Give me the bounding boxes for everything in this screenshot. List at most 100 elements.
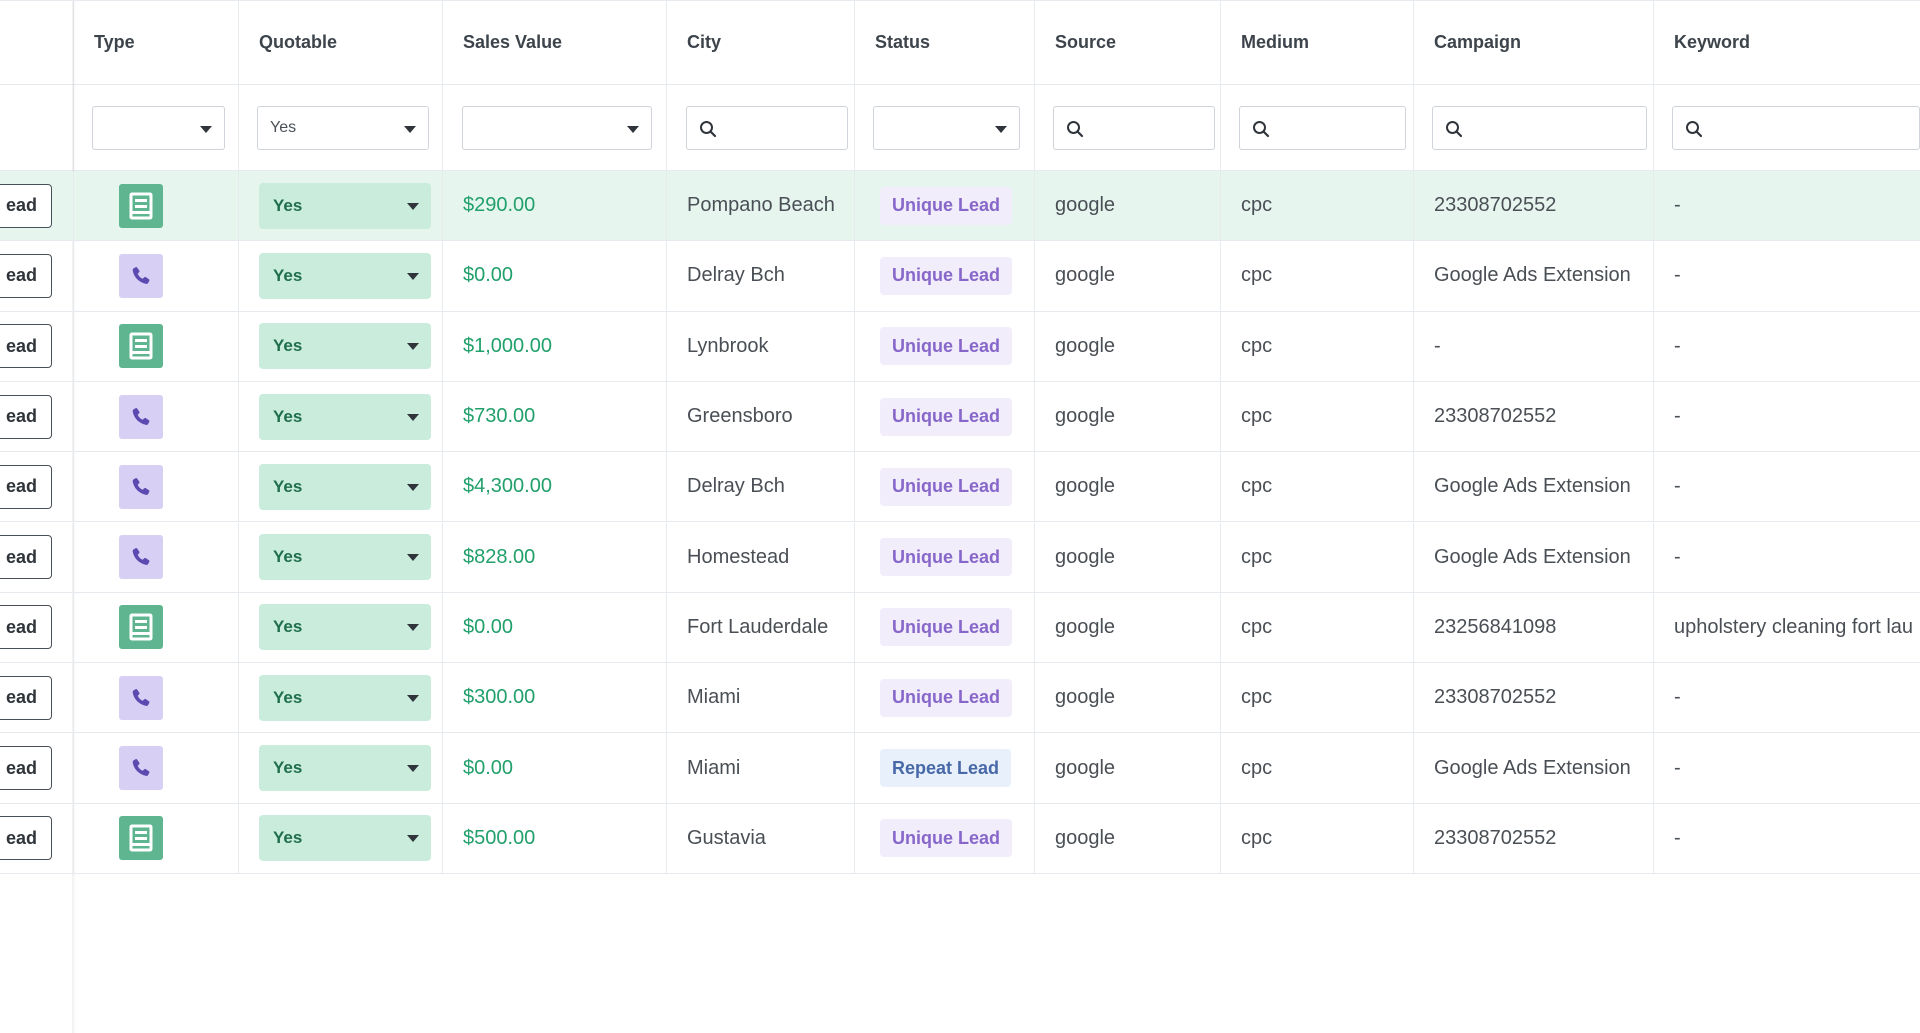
cell-city: Homestead — [667, 522, 855, 592]
cell-keyword: - — [1654, 663, 1920, 732]
table-header-row: Type Quotable Sales Value City Status So… — [0, 1, 1920, 85]
cell-city: Greensboro — [667, 381, 855, 452]
cell-city: Gustavia — [667, 803, 855, 873]
table-row[interactable]: ead Yes $290.00 Pompano Beach Unique Lead goo… — [0, 171, 1920, 242]
quotable-select[interactable]: Yes — [259, 604, 431, 651]
header-type[interactable]: Type — [74, 1, 239, 84]
header-quotable[interactable]: Quotable — [239, 1, 443, 84]
cell-quotable: Yes — [239, 452, 443, 522]
quotable-select[interactable]: Yes — [259, 745, 431, 792]
quotable-select[interactable]: Yes — [259, 463, 431, 510]
cell-medium: cpc — [1221, 171, 1414, 241]
quotable-select[interactable]: Yes — [259, 674, 431, 721]
quotable-select[interactable]: Yes — [259, 182, 431, 229]
header-keyword[interactable]: Keyword — [1654, 1, 1920, 84]
lead-button[interactable]: ead — [0, 464, 52, 509]
cell-quotable: Yes — [239, 803, 443, 873]
cell-campaign: 23308702552 — [1414, 803, 1654, 873]
cell-campaign: Google Ads Extension — [1414, 452, 1654, 522]
quotable-select[interactable]: Yes — [259, 534, 431, 581]
campaign-text: 23308702552 — [1434, 686, 1557, 709]
cell-source: google — [1035, 241, 1221, 311]
cell-quotable: Yes — [239, 733, 443, 803]
cell-medium: cpc — [1221, 522, 1414, 592]
quotable-select[interactable]: Yes — [259, 393, 431, 440]
cell-status: Unique Lead — [855, 592, 1035, 663]
cell-source: google — [1035, 663, 1221, 733]
lead-button[interactable]: ead — [0, 394, 52, 439]
table-row[interactable]: ead Yes $300.00 Miami Unique Lead google cpc 23… — [0, 663, 1920, 734]
cell-source: google — [1035, 803, 1221, 873]
medium-search-input[interactable] — [1239, 105, 1406, 150]
lead-button[interactable]: ead — [0, 183, 52, 228]
quotable-select[interactable]: Yes — [259, 252, 431, 299]
lead-button[interactable]: ead — [0, 605, 52, 650]
lead-button[interactable]: ead — [0, 675, 52, 720]
type-filter-select[interactable] — [92, 105, 225, 150]
campaign-search-input[interactable] — [1432, 105, 1647, 150]
table-row[interactable]: ead Yes $0.00 Miami Repeat Lead google cpc Goog… — [0, 733, 1920, 804]
header-sales-value[interactable]: Sales Value — [443, 1, 667, 84]
quotable-filter-select[interactable]: Yes — [257, 105, 429, 150]
header-campaign[interactable]: Campaign — [1414, 1, 1654, 84]
cell-keyword: upholstery cleaning fort lau — [1654, 593, 1920, 662]
status-filter-select[interactable] — [873, 105, 1020, 150]
sales-value-text: $1,000.00 — [463, 334, 552, 357]
cell-source: google — [1035, 381, 1221, 452]
table-row[interactable]: ead Yes $0.00 Delray Bch Unique Lead google cp… — [0, 241, 1920, 312]
table-row[interactable]: ead Yes $500.00 Gustavia Unique Lead google cp… — [0, 803, 1920, 874]
cell-source: google — [1035, 452, 1221, 522]
sales-value-text: $4,300.00 — [463, 475, 552, 498]
table-row[interactable]: ead Yes $4,300.00 Delray Bch Unique Lead goog… — [0, 452, 1920, 523]
keyword-search-input[interactable] — [1672, 105, 1920, 150]
table-row[interactable]: ead Yes $0.00 Fort Lauderdale Unique Lead goo… — [0, 592, 1920, 664]
city-text: Delray Bch — [687, 264, 785, 287]
header-city-label: City — [687, 32, 722, 52]
cell-campaign: Google Ads Extension — [1414, 733, 1654, 803]
medium-text: cpc — [1241, 194, 1273, 217]
cell-medium: cpc — [1221, 452, 1414, 522]
quotable-select[interactable]: Yes — [259, 323, 431, 370]
lead-button[interactable]: ead — [0, 746, 52, 791]
campaign-text: 23308702552 — [1434, 194, 1557, 217]
filter-cell-keyword — [1654, 85, 1920, 170]
cell-quotable: Yes — [239, 663, 443, 733]
cell-quotable: Yes — [239, 311, 443, 381]
header-type-label: Type — [94, 32, 135, 52]
status-badge: Unique Lead — [880, 256, 1013, 295]
lead-button[interactable]: ead — [0, 535, 52, 580]
cell-action: ead — [0, 241, 74, 311]
table-row[interactable]: ead Yes $1,000.00 Lynbrook Unique Lead google… — [0, 311, 1920, 382]
phone-icon — [119, 675, 163, 720]
cell-status: Unique Lead — [855, 522, 1035, 592]
cell-keyword: - — [1654, 523, 1920, 592]
cell-city: Pompano Beach — [667, 171, 855, 241]
status-badge: Repeat Lead — [880, 749, 1012, 788]
chevron-down-icon — [407, 694, 419, 702]
phone-icon — [119, 535, 163, 580]
cell-status: Unique Lead — [855, 803, 1035, 873]
table-row[interactable]: ead Yes $730.00 Greensboro Unique Lead google… — [0, 381, 1920, 453]
source-search-input[interactable] — [1053, 105, 1215, 150]
phone-icon — [119, 253, 163, 298]
header-status[interactable]: Status — [855, 1, 1035, 84]
cell-status: Unique Lead — [855, 171, 1035, 241]
sales-value-text: $0.00 — [463, 756, 514, 779]
source-text: google — [1055, 756, 1116, 779]
header-medium[interactable]: Medium — [1221, 1, 1414, 84]
lead-button[interactable]: ead — [0, 253, 52, 298]
lead-button[interactable]: ead — [0, 324, 52, 369]
quotable-value: Yes — [273, 265, 303, 285]
table-row[interactable]: ead Yes $828.00 Homestead Unique Lead google c… — [0, 522, 1920, 593]
quotable-select[interactable]: Yes — [259, 815, 431, 862]
status-badge: Unique Lead — [880, 608, 1013, 647]
header-sales-value-label: Sales Value — [463, 32, 563, 52]
city-search-input[interactable] — [686, 105, 848, 150]
sales-value-filter-select[interactable] — [462, 105, 652, 150]
header-source[interactable]: Source — [1035, 1, 1221, 84]
lead-button[interactable]: ead — [0, 816, 52, 861]
sales-value-text: $290.00 — [463, 194, 536, 217]
medium-text: cpc — [1241, 475, 1273, 498]
medium-text: cpc — [1241, 826, 1273, 849]
header-city[interactable]: City — [667, 1, 855, 84]
